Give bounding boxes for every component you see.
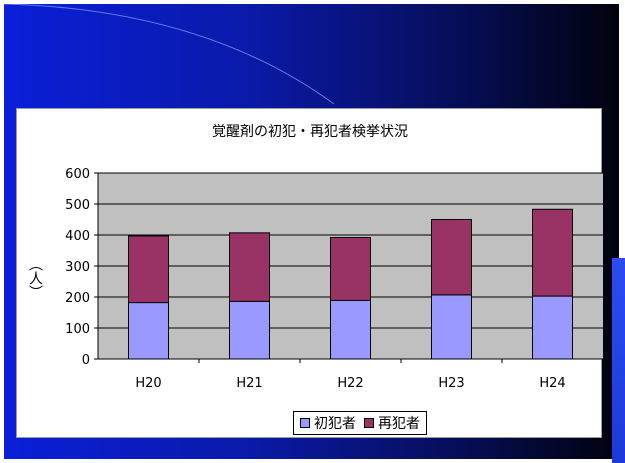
slide-accent-bar (612, 258, 625, 463)
y-axis-unit-label: （人） (27, 257, 43, 299)
bar-repeat-H23 (431, 219, 472, 296)
x-tick-label: H21 (236, 376, 262, 391)
bar-repeat-H21 (229, 232, 270, 302)
bar-first-time-H20 (128, 302, 169, 360)
x-tick-label: H22 (337, 376, 363, 391)
bar-repeat-H24 (532, 208, 573, 297)
chart-legend: 初犯者 再犯者 (293, 411, 427, 435)
x-tick-label: H20 (135, 376, 161, 391)
bar-first-time-H24 (532, 295, 573, 360)
y-tick-label: 100 (65, 322, 90, 337)
legend-label-first-time: 初犯者 (314, 416, 356, 432)
legend-label-repeat: 再犯者 (378, 416, 420, 432)
bar-repeat-H20 (128, 235, 169, 304)
y-tick-label: 200 (65, 291, 90, 306)
chart-plot: 0 100 200 300 400 500 600 H20 H21 H22 H23 H24 (65, 167, 603, 391)
bar-first-time-H22 (330, 299, 371, 360)
x-tick-label: H23 (438, 376, 464, 391)
legend-swatch-repeat (364, 418, 374, 428)
x-tick-label: H24 (539, 376, 565, 391)
y-tick-label: 400 (65, 229, 90, 244)
y-tick-label: 0 (82, 353, 90, 368)
y-tick-label: 600 (65, 167, 90, 182)
bar-first-time-H23 (431, 294, 472, 360)
bar-repeat-H22 (330, 236, 371, 301)
y-tick-label: 500 (65, 198, 90, 213)
legend-swatch-first-time (300, 418, 310, 428)
chart-panel: 覚醒剤の初犯・再犯者検挙状況 （人） 0 100 200 300 400 500 600 H2… (16, 108, 603, 438)
bar-first-time-H21 (229, 300, 270, 360)
slide-decoration-curve (4, 4, 335, 105)
legend-item-first-time: 初犯者 (300, 413, 356, 433)
y-tick-label: 300 (65, 260, 90, 275)
legend-item-repeat: 再犯者 (364, 413, 420, 433)
chart-title: 覚醒剤の初犯・再犯者検挙状況 (212, 124, 408, 140)
